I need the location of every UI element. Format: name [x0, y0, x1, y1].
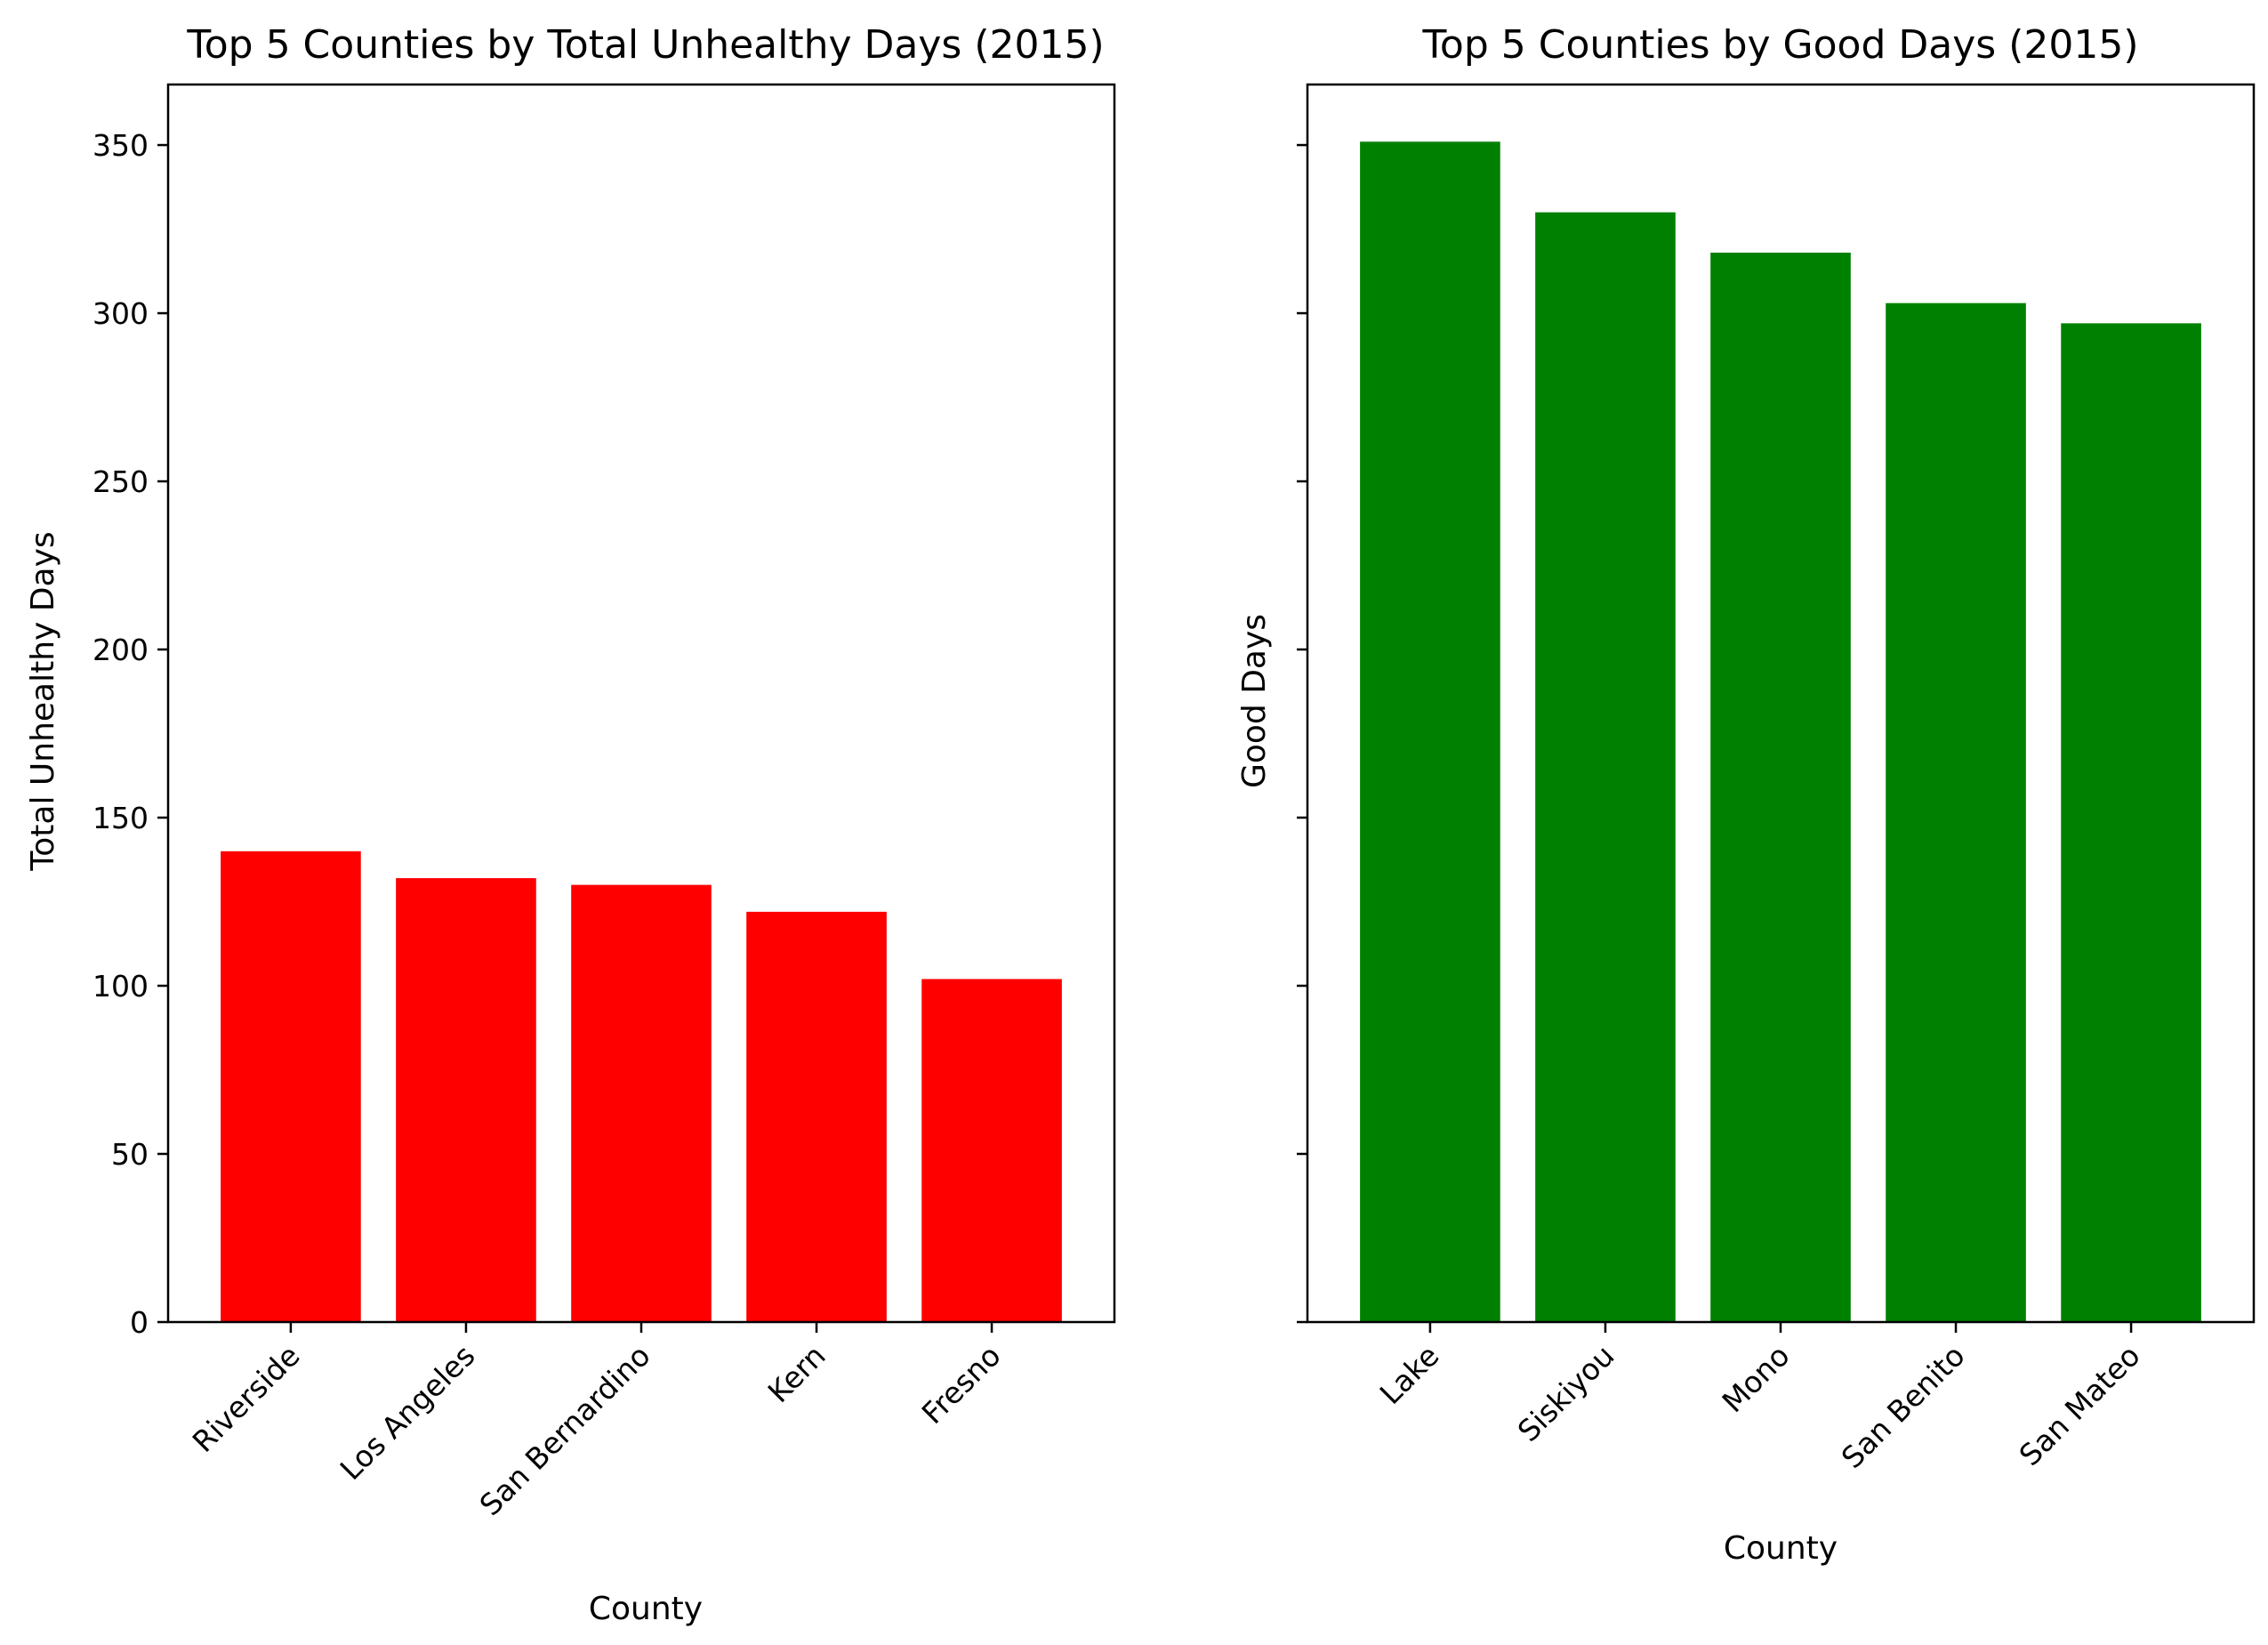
bar-los-angeles: [396, 878, 536, 1322]
y-axis-label: Total Unhealthy Days: [25, 531, 61, 871]
y-tick-label: 150: [92, 801, 149, 835]
x-axis-label: County: [1724, 1530, 1838, 1567]
y-axis-label: Good Days: [1236, 614, 1273, 788]
y-tick-label: 100: [92, 969, 149, 1004]
bar-group: [1360, 141, 2201, 1323]
chart-title: Top 5 Counties by Good Days (2015): [1422, 22, 2139, 68]
y-axis-ticks: [1297, 143, 1307, 1324]
y-tick-label: 250: [92, 464, 149, 499]
bar-san-bernardino: [571, 884, 712, 1322]
plot-frame: [1306, 83, 2256, 1324]
y-tick-label: 200: [92, 633, 149, 667]
chart-title: Top 5 Counties by Total Unhealthy Days (…: [186, 22, 1104, 68]
bar-group: [221, 851, 1062, 1322]
bar-lake: [1360, 141, 1500, 1322]
y-tick-label: 300: [92, 296, 149, 331]
bar-fresno: [921, 979, 1062, 1322]
plot-frame: [166, 83, 1116, 1324]
bar-san-mateo: [2061, 323, 2201, 1322]
y-tick-label: 0: [130, 1305, 149, 1340]
chart-panel-good-days: Top 5 Counties by Good Days (2015) Good …: [1236, 22, 2256, 1567]
y-tick-label: 350: [92, 128, 149, 163]
bar-kern: [746, 911, 887, 1322]
bar-riverside: [221, 851, 361, 1322]
chart-panel-unhealthy-days: Top 5 Counties by Total Unhealthy Days (…: [25, 22, 1116, 1627]
x-axis-label: County: [589, 1591, 703, 1627]
bar-mono: [1710, 252, 1851, 1322]
y-axis-ticks: 0 50 100 150 200 250 300 350: [92, 128, 168, 1340]
bar-san-benito: [1886, 302, 2026, 1323]
y-tick-label: 50: [111, 1137, 149, 1172]
bar-siskiyou: [1535, 212, 1676, 1322]
